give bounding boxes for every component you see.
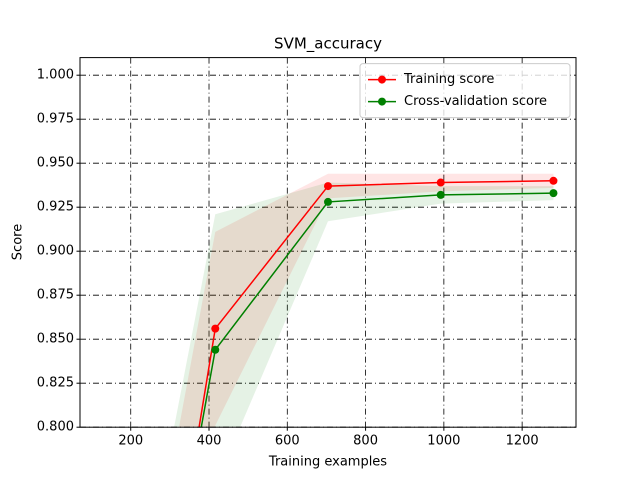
chart-title: SVM_accuracy — [274, 35, 382, 54]
x-axis-label: Training examples — [268, 455, 387, 470]
y-tick-label: 1.000 — [37, 68, 74, 83]
legend-marker — [378, 75, 386, 84]
y-tick-label: 0.900 — [37, 244, 74, 259]
y-tick-label: 0.825 — [37, 376, 74, 391]
marker — [211, 345, 220, 354]
y-tick-label: 0.850 — [37, 332, 74, 347]
ticks: 200 400 600 800 1000 1200 0.800 0.825 0.850 0.875… — [37, 68, 539, 449]
marker — [436, 178, 445, 187]
y-axis-label: Score — [11, 224, 26, 260]
x-tick-label: 1000 — [427, 434, 460, 449]
legend: Training score Cross-validation score — [359, 63, 571, 119]
y-tick-label: 0.950 — [37, 156, 74, 171]
y-tick-label: 0.800 — [37, 420, 74, 435]
x-tick-label: 600 — [275, 434, 300, 449]
x-tick-label: 800 — [353, 434, 378, 449]
axes-frame — [79, 57, 577, 428]
std-band — [179, 173, 554, 428]
y-tick-label: 0.925 — [37, 200, 74, 215]
y-tick-label: 0.875 — [37, 288, 74, 303]
x-tick-label: 1200 — [506, 434, 539, 449]
marker — [324, 182, 332, 191]
marker — [436, 190, 445, 199]
legend-label: Training score — [403, 72, 494, 87]
marker — [549, 176, 558, 185]
marker — [324, 197, 332, 206]
marker — [549, 189, 558, 198]
x-tick-label: 400 — [197, 434, 222, 449]
legend-box — [359, 63, 571, 119]
marker — [211, 324, 220, 333]
grid — [80, 57, 576, 428]
legend-label: Cross-validation score — [404, 94, 547, 109]
plot-area — [174, 173, 558, 428]
std-band — [174, 182, 554, 428]
y-tick-label: 0.975 — [37, 112, 74, 127]
legend-marker — [378, 97, 386, 106]
x-tick-label: 200 — [118, 434, 143, 449]
